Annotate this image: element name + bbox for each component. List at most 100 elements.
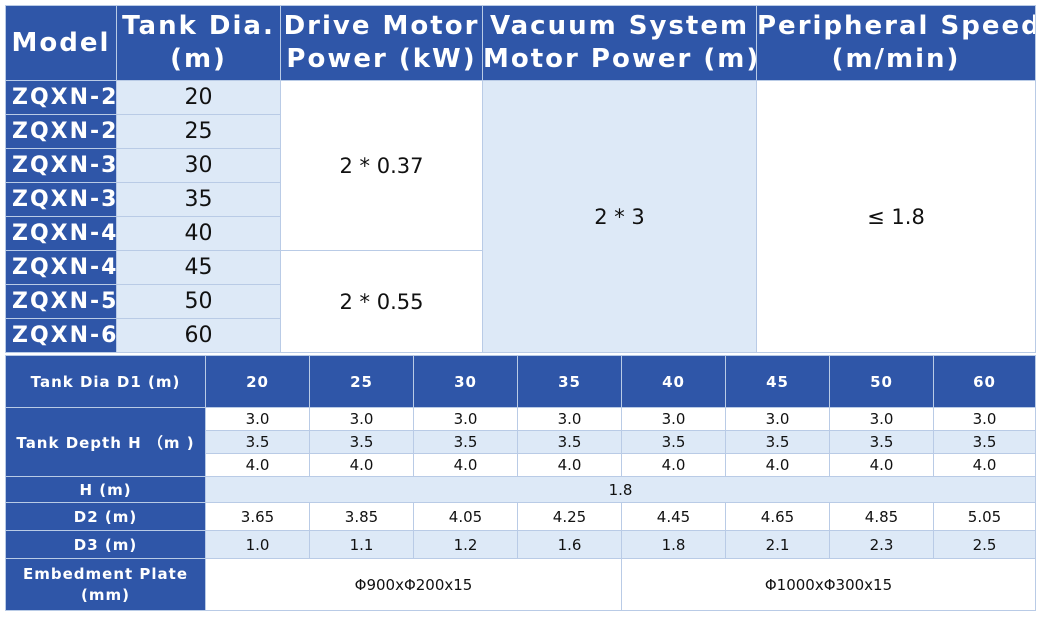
dimension-table: Tank Dia D1 (m) 20 25 30 35 40 45 50 60 …: [5, 355, 1036, 611]
plate-cell: Φ900xΦ200x15: [205, 558, 622, 611]
depth-cell: 3.0: [205, 407, 310, 431]
table-row: D3 (m) 1.0 1.1 1.2 1.6 1.8 2.1 2.3 2.5: [5, 530, 1036, 559]
dia-cell: 30: [116, 148, 281, 183]
header-tank-dia-line2: (m): [170, 44, 227, 74]
model-cell: ZQXN-25: [5, 114, 117, 149]
header-tank-dia-line1: Tank Dia.: [122, 11, 275, 41]
depth-cell: 4.0: [413, 453, 518, 477]
dia-header: 20: [205, 355, 310, 408]
dia-header: 60: [933, 355, 1036, 408]
header-drive-power-line1: Drive Motor: [283, 11, 480, 41]
vacuum-power-cell: 2 * 3: [482, 80, 757, 353]
dia-header: 50: [829, 355, 934, 408]
header-vacuum-power-line1: Vacuum System: [489, 11, 750, 41]
plate-cell: Φ1000xΦ300x15: [621, 558, 1036, 611]
table-row: D2 (m) 3.65 3.85 4.05 4.25 4.45 4.65 4.8…: [5, 502, 1036, 531]
label-embedment-plate-line1: Embedment Plate: [23, 564, 188, 583]
table-row: ZQXN-60 60: [5, 318, 1036, 353]
d2-cell: 3.65: [205, 502, 310, 531]
header-vacuum-power-line2: Motor Power (m): [483, 44, 757, 74]
label-d3: D3 (m): [5, 530, 206, 559]
d3-cell: 2.3: [829, 530, 934, 559]
dia-cell: 25: [116, 114, 281, 149]
header-drive-power-line2: Power (kW): [286, 44, 477, 74]
table-row: 3.5 3.5 3.5 3.5 3.5 3.5 3.5 3.5: [6, 430, 1036, 454]
header-peripheral-speed-line1: Peripheral Speed: [757, 11, 1036, 41]
table-row: ZQXN-45 45 2 * 0.55: [5, 250, 1036, 353]
depth-cell: 3.0: [725, 407, 830, 431]
model-cell: ZQXN-45: [5, 250, 117, 285]
h-value-cell: 1.8: [205, 476, 1036, 503]
model-cell: ZQXN-50: [5, 284, 117, 319]
d3-cell: 2.1: [725, 530, 830, 559]
d3-cell: 1.6: [517, 530, 622, 559]
dia-cell: 40: [116, 216, 281, 251]
table-row: Embedment Plate (mm) Φ900xΦ200x15 Φ1000x…: [5, 558, 1036, 611]
drive-power-cell: 2 * 0.55: [280, 250, 483, 353]
depth-cell: 3.5: [621, 430, 726, 454]
depth-cell: 3.5: [309, 430, 414, 454]
header-peripheral-speed: Peripheral Speed (m/min): [756, 5, 1036, 81]
model-spec-table: Model Tank Dia. (m) Drive Motor Power (k…: [5, 5, 1036, 353]
model-cell: ZQXN-40: [5, 216, 117, 251]
d3-cell: 1.8: [621, 530, 726, 559]
model-cell: ZQXN-30: [5, 148, 117, 183]
label-h: H (m): [5, 476, 206, 503]
table-row: Tank Depth H （m ) 3.0 3.0 3.0 3.0 3.0 3.…: [5, 407, 1036, 477]
depth-cell: 3.0: [309, 407, 414, 431]
table-row: ZQXN-40 40: [5, 216, 1036, 251]
depth-cell: 4.0: [725, 453, 830, 477]
model-cell: ZQXN-35: [5, 182, 117, 217]
dia-cell: 60: [116, 318, 281, 353]
dia-cell: 50: [116, 284, 281, 319]
label-tank-dia: Tank Dia D1 (m): [5, 355, 206, 408]
dia-cell: 20: [116, 80, 281, 115]
label-tank-depth: Tank Depth H （m ): [5, 407, 206, 477]
dia-header: 35: [517, 355, 622, 408]
model-cell: ZQXN-20: [5, 80, 117, 115]
depth-cell: 4.0: [517, 453, 622, 477]
d2-cell: 3.85: [309, 502, 414, 531]
dia-header: 45: [725, 355, 830, 408]
header-drive-power: Drive Motor Power (kW): [280, 5, 483, 81]
d2-cell: 4.05: [413, 502, 518, 531]
depth-cell: 3.5: [829, 430, 934, 454]
d2-cell: 5.05: [933, 502, 1036, 531]
d3-cell: 2.5: [933, 530, 1036, 559]
depth-cell: 3.5: [413, 430, 518, 454]
depth-cell: 4.0: [309, 453, 414, 477]
depth-cell: 3.5: [933, 430, 1036, 454]
header-tank-dia: Tank Dia. (m): [116, 5, 281, 81]
header-vacuum-power: Vacuum System Motor Power (m): [482, 5, 757, 81]
dia-header: 40: [621, 355, 726, 408]
depth-cell: 3.0: [621, 407, 726, 431]
label-d2: D2 (m): [5, 502, 206, 531]
table-row: ZQXN-20 20 2 * 0.37 2 * 3 ≤ 1.8: [5, 80, 1036, 353]
depth-cell: 3.5: [725, 430, 830, 454]
dia-header: 25: [309, 355, 414, 408]
d3-cell: 1.1: [309, 530, 414, 559]
d3-cell: 1.2: [413, 530, 518, 559]
depth-cell: 3.0: [517, 407, 622, 431]
header-peripheral-speed-line2: (m/min): [831, 44, 961, 74]
depth-cell: 4.0: [829, 453, 934, 477]
header-model: Model: [5, 5, 117, 81]
table-row: 4.0 4.0 4.0 4.0 4.0 4.0 4.0 4.0: [6, 453, 1036, 477]
label-embedment-plate: Embedment Plate (mm): [5, 558, 206, 611]
d2-cell: 4.45: [621, 502, 726, 531]
depth-cell: 4.0: [205, 453, 310, 477]
depth-cell: 3.0: [933, 407, 1036, 431]
peripheral-speed-cell: ≤ 1.8: [756, 80, 1036, 353]
dia-header: 30: [413, 355, 518, 408]
drive-power-cell: 2 * 0.37: [280, 80, 483, 251]
d2-cell: 4.65: [725, 502, 830, 531]
table-row: H (m) 1.8: [5, 476, 1036, 503]
depth-cell: 3.5: [205, 430, 310, 454]
table-row: Tank Dia D1 (m) 20 25 30 35 40 45 50 60: [5, 355, 1036, 408]
model-cell: ZQXN-60: [5, 318, 117, 353]
depth-cell: 4.0: [933, 453, 1036, 477]
depth-cell: 3.0: [829, 407, 934, 431]
depth-cell: 3.0: [413, 407, 518, 431]
dia-cell: 45: [116, 250, 281, 285]
table-row: ZQXN-25 25: [5, 114, 1036, 149]
